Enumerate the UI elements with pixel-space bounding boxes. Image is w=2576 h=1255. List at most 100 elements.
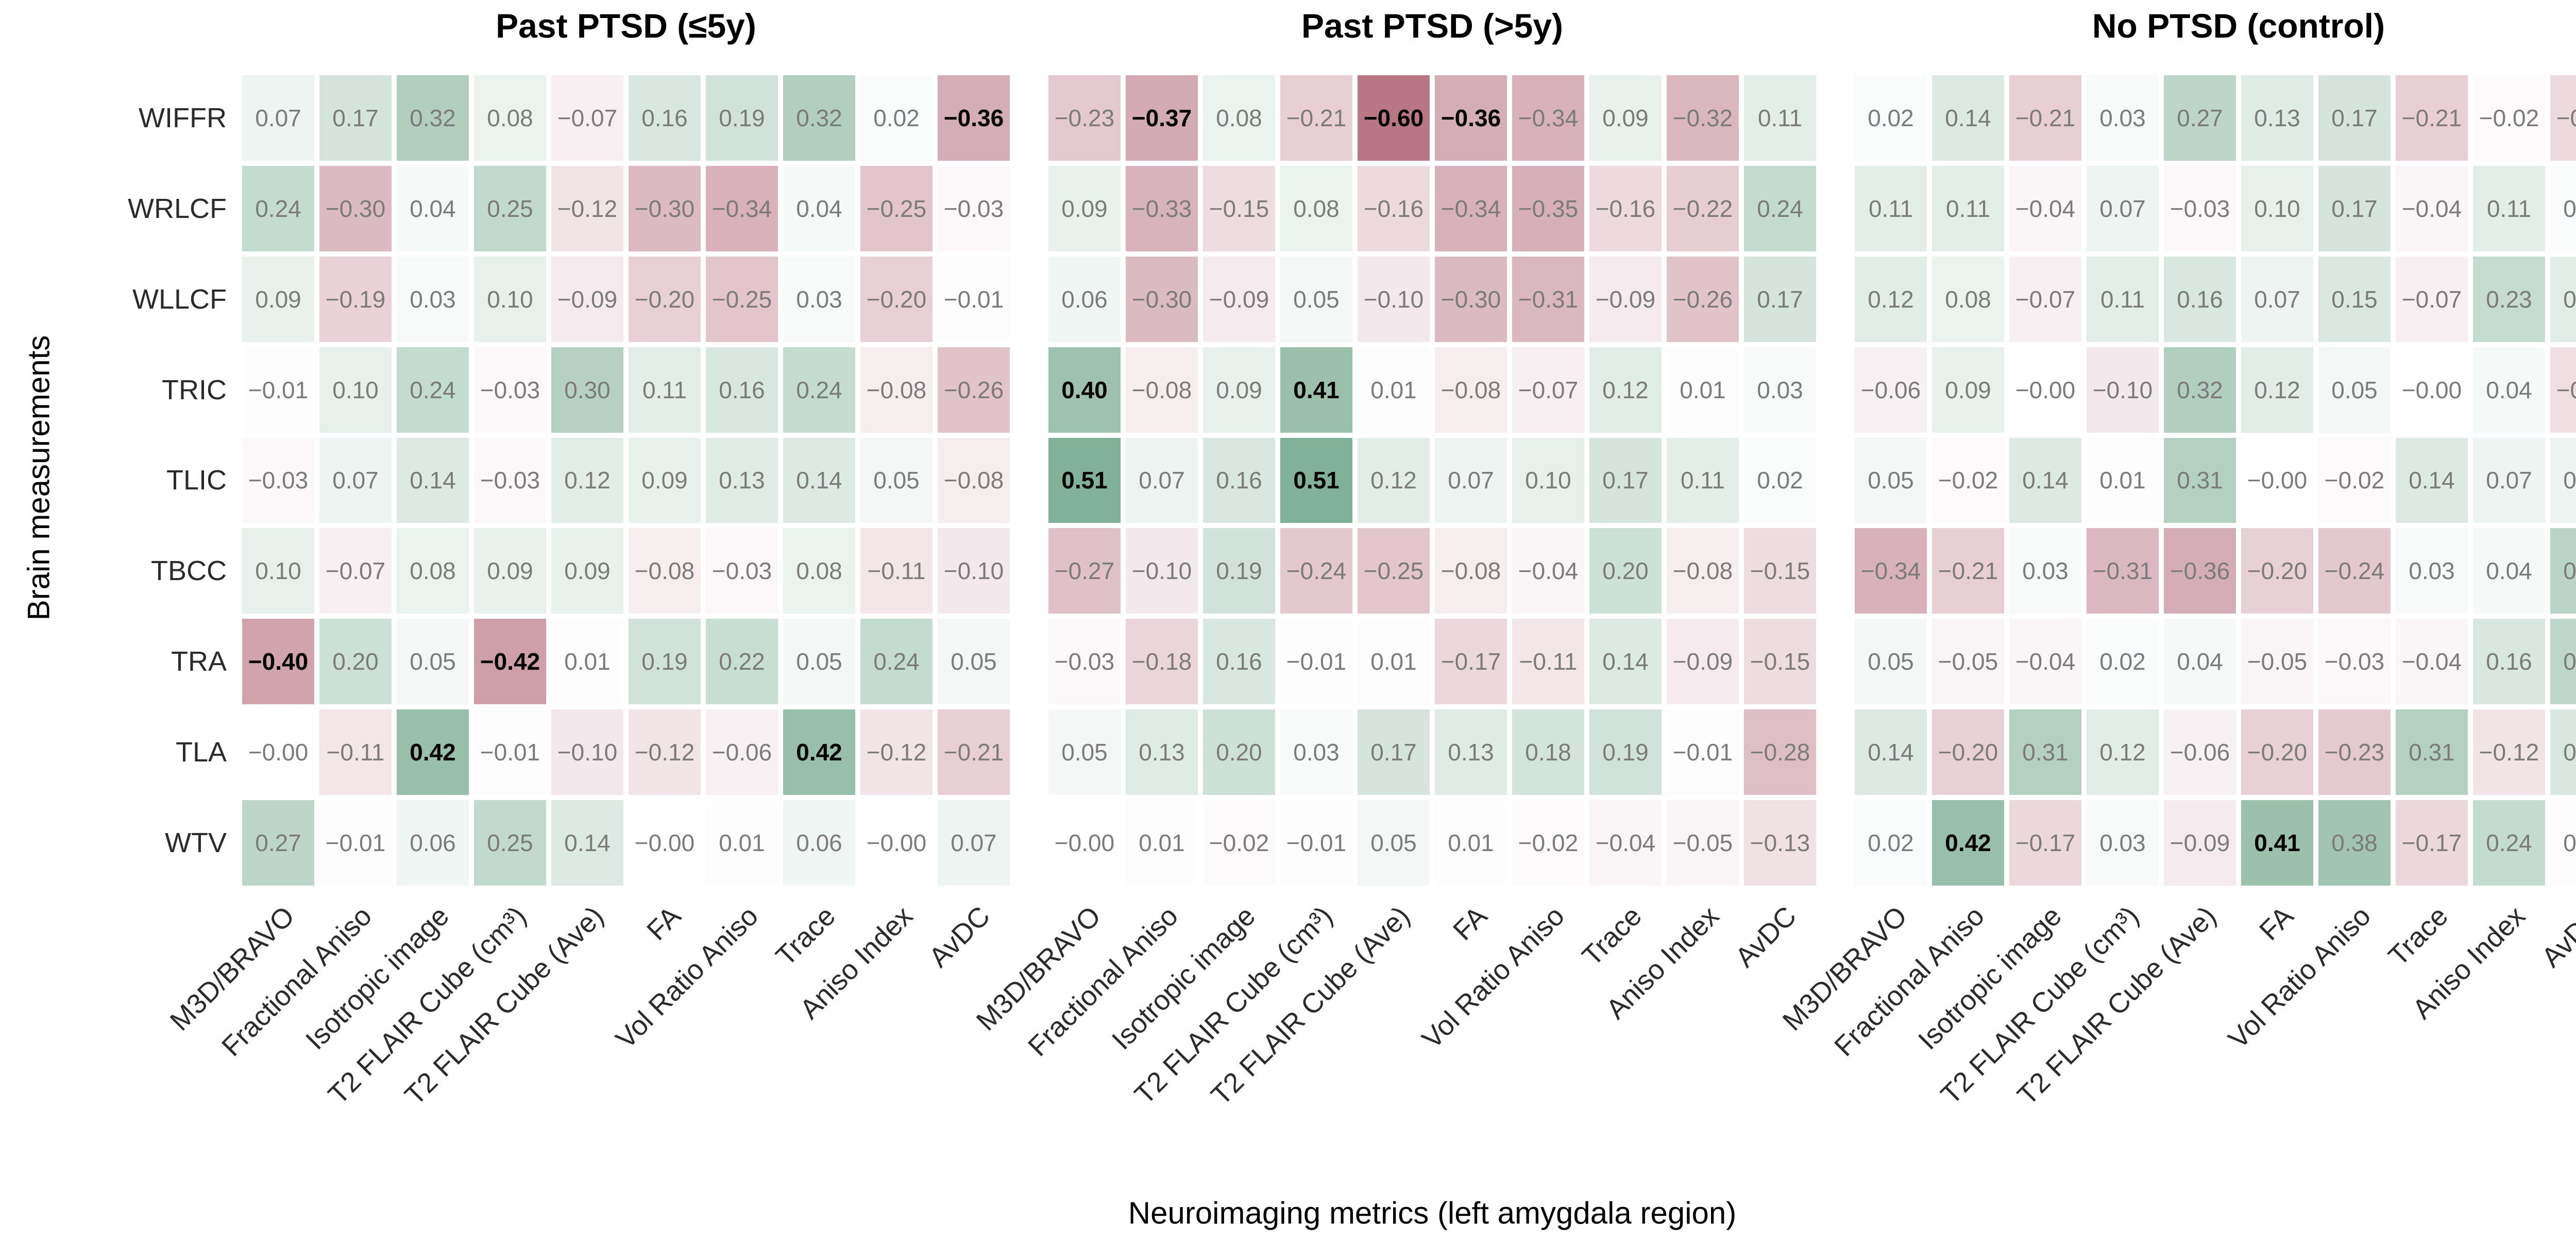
heatmap-cell: −0.01 bbox=[1667, 709, 1739, 795]
heatmap-cell: 0.13 bbox=[1435, 709, 1507, 795]
heatmap-cell: 0.24 bbox=[783, 347, 855, 433]
y-axis-title: Brain measurements bbox=[21, 335, 56, 620]
heatmap-cell: −0.20 bbox=[860, 256, 933, 342]
heatmap-cell: 0.41 bbox=[2241, 800, 2313, 886]
heatmap-cell: 0.01 bbox=[1667, 347, 1739, 433]
heatmap-cell: 0.01 bbox=[551, 619, 623, 705]
heatmap-cell: −0.12 bbox=[629, 709, 701, 795]
heatmap-cell: −0.08 bbox=[860, 347, 933, 433]
heatmap-cell: −0.04 bbox=[2396, 619, 2468, 705]
heatmap-cell: −0.30 bbox=[319, 165, 392, 251]
heatmap-cell: 0.03 bbox=[397, 256, 469, 342]
heatmap-cell: 0.20 bbox=[1589, 528, 1662, 614]
heatmap-cell: 0.07 bbox=[1435, 437, 1507, 523]
heatmap-cell: −0.23 bbox=[1048, 75, 1121, 161]
heatmap-cell: −0.00 bbox=[1048, 800, 1121, 886]
heatmap-cell: −0.10 bbox=[938, 528, 1010, 614]
heatmap-cell: −0.07 bbox=[319, 528, 392, 614]
heatmap-cell: 0.08 bbox=[1280, 165, 1352, 251]
col-label: FA bbox=[2253, 900, 2300, 946]
heatmap-cell: 0.01 bbox=[1358, 347, 1430, 433]
col-label: AvDC bbox=[1729, 900, 1803, 974]
heatmap-cell: −0.15 bbox=[1203, 165, 1275, 251]
heatmap-cell: 0.10 bbox=[2241, 165, 2313, 251]
heatmap-cell: −0.04 bbox=[2009, 619, 2081, 705]
heatmap-cell: 0.02 bbox=[1855, 75, 1927, 161]
heatmap-cell: 0.10 bbox=[474, 256, 546, 342]
row-label: WRLCF bbox=[128, 193, 227, 224]
heatmap-cell: −0.34 bbox=[1435, 165, 1507, 251]
heatmap-cell: 0.09 bbox=[1932, 347, 2004, 433]
heatmap-cell: 0.12 bbox=[1358, 437, 1430, 523]
heatmap-cell: −0.22 bbox=[1667, 165, 1739, 251]
heatmap-cell: 0.16 bbox=[2473, 619, 2545, 705]
heatmap-cell: 0.42 bbox=[783, 709, 855, 795]
heatmap-cell: −0.01 bbox=[1280, 619, 1352, 705]
heatmap-cell: −0.24 bbox=[1280, 528, 1352, 614]
heatmap-cell: 0.08 bbox=[1932, 256, 2004, 342]
heatmap-cell: 0.09 bbox=[1048, 165, 1121, 251]
heatmap-cell: −0.36 bbox=[1435, 75, 1507, 161]
heatmap-cell: −0.06 bbox=[1855, 347, 1927, 433]
heatmap-cell: 0.42 bbox=[1932, 800, 2004, 886]
heatmap-cell: −0.34 bbox=[1512, 75, 1584, 161]
heatmap-cell: 0.27 bbox=[2164, 75, 2236, 161]
heatmap-cell: −0.08 bbox=[1435, 347, 1507, 433]
heatmap-cell: −0.30 bbox=[1126, 256, 1198, 342]
heatmap-cell: −0.04 bbox=[2009, 165, 2081, 251]
heatmap-cell: 0.32 bbox=[2164, 347, 2236, 433]
col-label: Trace bbox=[770, 900, 842, 972]
heatmap-cell: −0.36 bbox=[938, 75, 1010, 161]
heatmap-cell: −0.26 bbox=[938, 347, 1010, 433]
col-label: FA bbox=[1447, 900, 1494, 946]
heatmap-cell: 0.31 bbox=[2396, 709, 2468, 795]
heatmap-cell: −0.00 bbox=[242, 709, 314, 795]
heatmap-cell: 0.11 bbox=[1932, 165, 2004, 251]
heatmap-cell: 0.31 bbox=[2164, 437, 2236, 523]
heatmap-cell: 0.09 bbox=[551, 528, 623, 614]
heatmap-cell: −0.18 bbox=[1126, 619, 1198, 705]
heatmap-cell: −0.02 bbox=[2318, 437, 2391, 523]
heatmap-cell: 0.19 bbox=[629, 619, 701, 705]
col-label: AvDC bbox=[923, 900, 996, 974]
heatmap-cell: 0.05 bbox=[1358, 800, 1430, 886]
heatmap-cell: 0.17 bbox=[2318, 75, 2391, 161]
heatmap-cell: −0.09 bbox=[2164, 800, 2236, 886]
heatmap-cell: −0.11 bbox=[1512, 619, 1584, 705]
heatmap-cell: 0.17 bbox=[319, 75, 392, 161]
heatmap-cell: 0.22 bbox=[706, 619, 778, 705]
heatmap-cell: 0.24 bbox=[2473, 800, 2545, 886]
heatmap-cell: −0.14 bbox=[2550, 347, 2576, 433]
heatmap-cell: −0.11 bbox=[319, 709, 392, 795]
heatmap-cell: 0.12 bbox=[2087, 709, 2159, 795]
heatmap-cell: 0.42 bbox=[397, 709, 469, 795]
heatmap-cell: 0.04 bbox=[783, 165, 855, 251]
heatmap-cell: −0.05 bbox=[1932, 619, 2004, 705]
heatmap-cell: 0.06 bbox=[1048, 256, 1121, 342]
heatmap-cell: −0.00 bbox=[860, 800, 933, 886]
heatmap-cell: −0.60 bbox=[1358, 75, 1430, 161]
heatmap-cell: −0.42 bbox=[474, 619, 546, 705]
heatmap-cell: 0.07 bbox=[242, 75, 314, 161]
heatmap-cell: −0.17 bbox=[2009, 800, 2081, 886]
col-label: Trace bbox=[1576, 900, 1648, 972]
heatmap-cell: 0.05 bbox=[938, 619, 1010, 705]
heatmap-cell: −0.05 bbox=[1667, 800, 1739, 886]
heatmap-cell: 0.24 bbox=[242, 165, 314, 251]
heatmap-cell: 0.19 bbox=[1203, 528, 1275, 614]
heatmap-cell: −0.33 bbox=[1126, 165, 1198, 251]
heatmap-cell: 0.27 bbox=[242, 800, 314, 886]
heatmap-cell: −0.37 bbox=[1126, 75, 1198, 161]
heatmap-cell: 0.07 bbox=[2473, 437, 2545, 523]
heatmap-cell: 0.12 bbox=[2550, 256, 2576, 342]
heatmap-cell: −0.11 bbox=[860, 528, 933, 614]
heatmap-cell: −0.05 bbox=[2241, 619, 2313, 705]
heatmap-cell: 0.51 bbox=[1280, 437, 1352, 523]
heatmap-cell: 0.07 bbox=[319, 437, 392, 523]
heatmap-cell: 0.01 bbox=[1126, 800, 1198, 886]
heatmap-cell: 0.10 bbox=[319, 347, 392, 433]
heatmap-cell: −0.02 bbox=[1512, 800, 1584, 886]
heatmap-cell: 0.16 bbox=[2550, 709, 2576, 795]
heatmap-cell: 0.01 bbox=[706, 800, 778, 886]
heatmap-cell: 0.01 bbox=[2550, 800, 2576, 886]
